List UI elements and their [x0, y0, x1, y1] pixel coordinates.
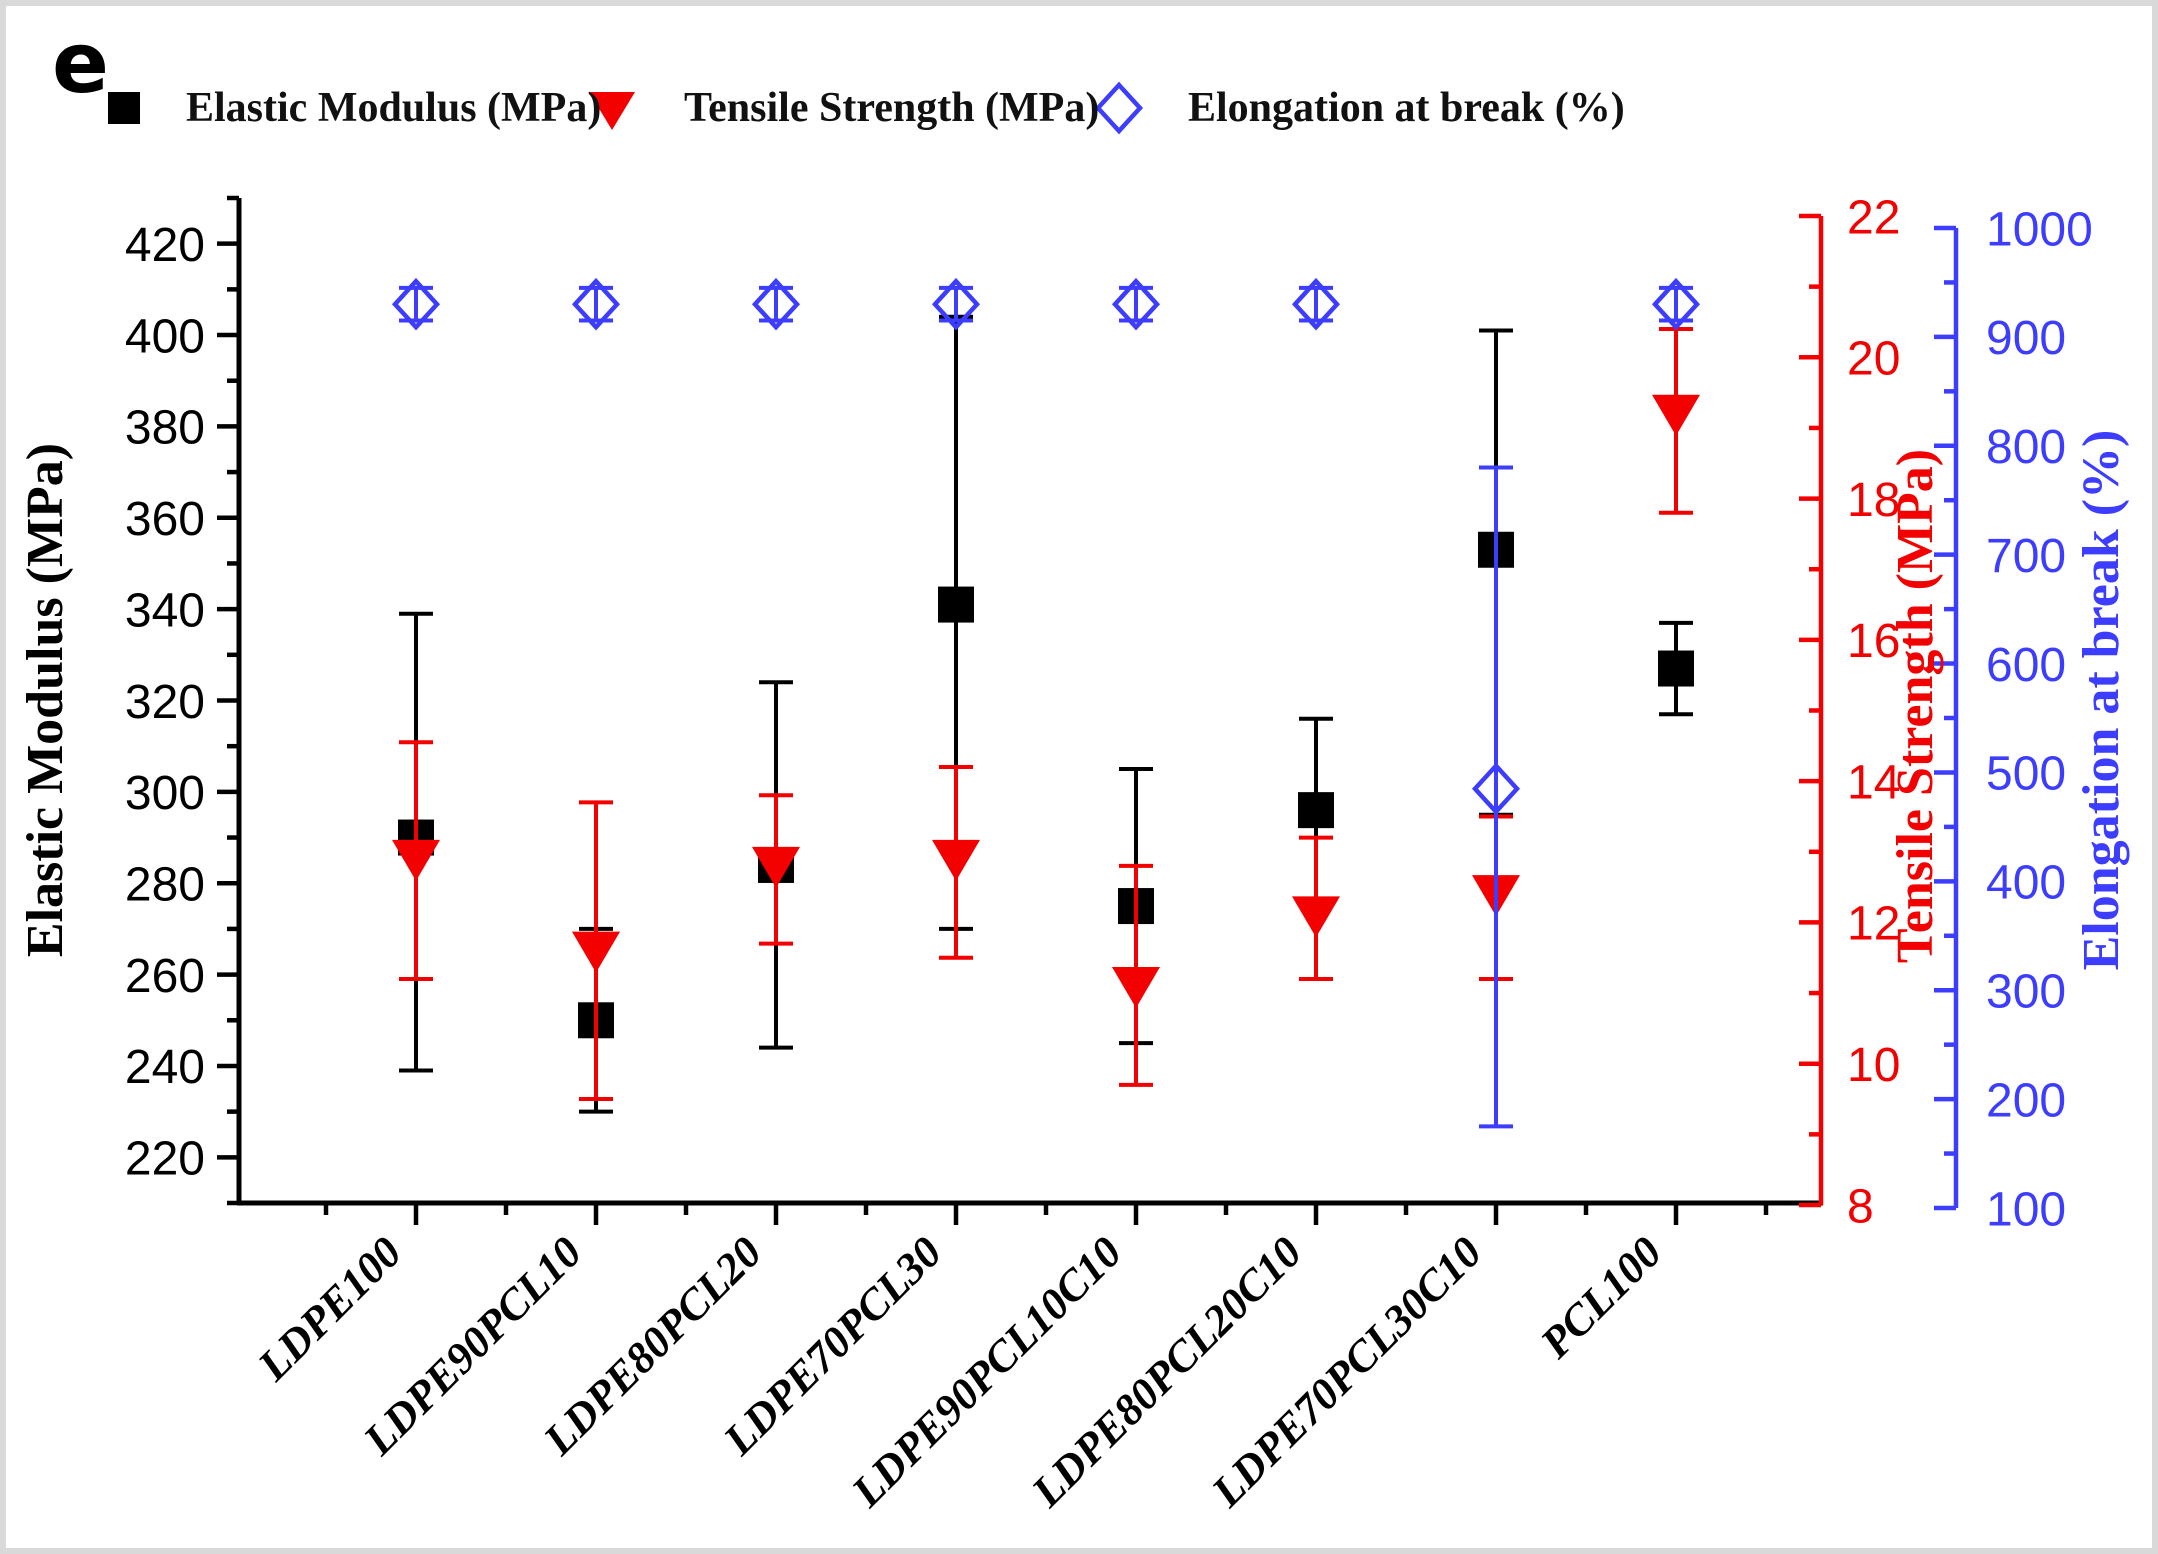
axis-tick-label: 400 — [125, 310, 205, 363]
axis-tick-label: 400 — [1986, 857, 2066, 910]
elongation-point — [391, 277, 441, 331]
axis-tick-label: 200 — [1986, 1074, 2066, 1127]
axis-tick-label: 18 — [1847, 474, 1900, 527]
legend-label-elongation-at-break: Elongation at break (%) — [1188, 85, 1625, 131]
legend-triangle-icon — [589, 92, 635, 130]
axis-tick-label: 800 — [1986, 421, 2066, 474]
elongation-point — [931, 277, 981, 331]
axis-tick-label: 22 — [1847, 191, 1900, 244]
axis-tick-label: 8 — [1847, 1180, 1874, 1233]
axis-tick-label: 260 — [125, 950, 205, 1003]
legend-symbols — [108, 81, 1144, 135]
chart-canvas: 220 240 260 280 300 320 340 360 380 400 420 8 10 12 14… — [17, 191, 2130, 1517]
elastic-modulus-point — [1298, 792, 1334, 829]
tensile-axis-title: Tensile Strength (MPa) — [1887, 449, 1944, 963]
legend-label-tensile-strength: Tensile Strength (MPa) — [684, 85, 1100, 131]
elongation-point — [1651, 277, 1701, 331]
axis-tick-label: 1000 — [1986, 203, 2093, 256]
tensile-strength-point — [392, 839, 440, 881]
elongation-point — [571, 277, 621, 331]
axis-tick-label: 280 — [125, 859, 205, 912]
elastic-modulus-point — [1658, 650, 1694, 687]
axis-tick-label: 10 — [1847, 1039, 1900, 1092]
plot-data-points — [391, 277, 1701, 1129]
axis-tick-label: 500 — [1986, 748, 2066, 801]
x-category-label: PCL100 — [1530, 1227, 1671, 1368]
axis-tick-label: 12 — [1847, 898, 1900, 951]
legend-square-icon — [108, 92, 140, 124]
tensile-strength-point — [1652, 394, 1700, 436]
axis-tick-label: 16 — [1847, 615, 1900, 668]
axis-tick-label: 240 — [125, 1041, 205, 1094]
tensile-strength-point — [572, 931, 620, 973]
elongation-point — [1111, 277, 1161, 331]
chart-legend: Elastic Modulus (MPa) Tensile Strength (… — [6, 68, 2152, 148]
axis-tick-label: 700 — [1986, 530, 2066, 583]
tensile-strength-point — [1292, 896, 1340, 938]
axis-tick-label: 14 — [1847, 756, 1900, 809]
tensile-strength-point — [932, 839, 980, 881]
left-axis-title: Elastic Modulus (MPa) — [17, 443, 74, 957]
axis-tick-label: 300 — [1986, 966, 2066, 1019]
axis-tick-label: 320 — [125, 676, 205, 729]
legend-label-elastic-modulus: Elastic Modulus (MPa) — [186, 85, 602, 131]
axis-tick-label: 20 — [1847, 333, 1900, 386]
axis-tick-label: 340 — [125, 584, 205, 637]
axis-tick-label: 100 — [1986, 1183, 2066, 1236]
tensile-strength-point — [752, 846, 800, 888]
axis-tick-label: 420 — [125, 219, 205, 272]
axis-tick-label: 220 — [125, 1133, 205, 1186]
elongation-point — [1291, 277, 1341, 331]
elastic-modulus-point — [938, 586, 974, 623]
tensile-strength-point — [1112, 967, 1160, 1009]
legend-diamond-icon — [1094, 81, 1144, 135]
panel-label: e — [52, 14, 109, 112]
axis-tick-label: 900 — [1986, 312, 2066, 365]
elongation-point — [751, 277, 801, 331]
elongation-axis-title: Elongation at break (%) — [2073, 430, 2130, 971]
axis-tick-label: 380 — [125, 402, 205, 455]
axis-tick-label: 360 — [125, 493, 205, 546]
elongation-point — [1471, 762, 1521, 816]
plot-text: Elastic Modulus (MPa) Tensile Strength (… — [17, 430, 2130, 971]
axis-tick-label: 600 — [1986, 639, 2066, 692]
axis-tick-label: 300 — [125, 767, 205, 820]
x-category-label: LDPE100 — [248, 1227, 411, 1390]
